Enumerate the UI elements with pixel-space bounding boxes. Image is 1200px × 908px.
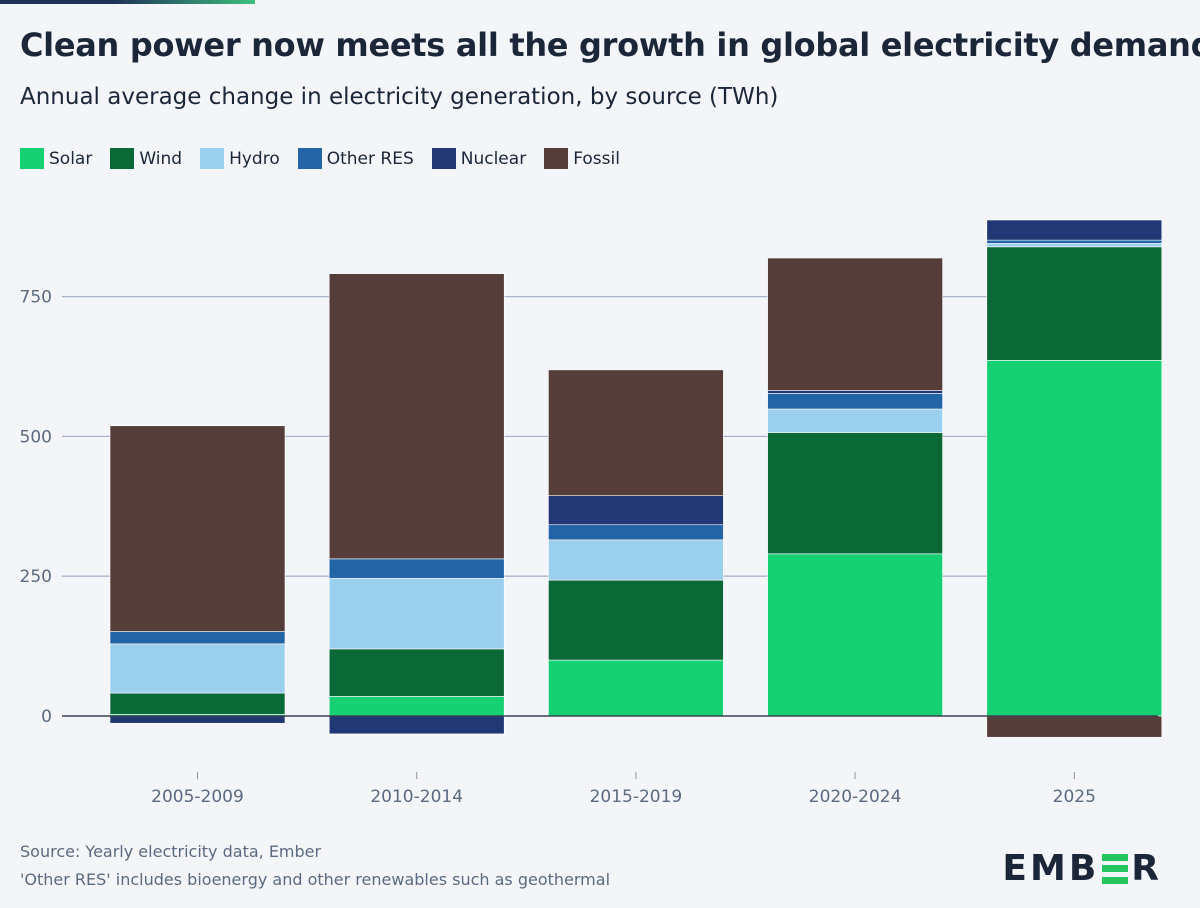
bar-segment-fossil xyxy=(986,715,1163,738)
bar-segment-solar xyxy=(767,553,943,717)
bar-segment-other-res xyxy=(548,524,724,541)
bar-segment-fossil xyxy=(109,425,286,632)
bar-segment-hydro xyxy=(986,243,1163,248)
bar-segment-other-res xyxy=(986,239,1163,244)
footnote: 'Other RES' includes bioenergy and other… xyxy=(20,870,611,889)
y-tick-label: 0 xyxy=(41,707,52,727)
bar-segment-other-res xyxy=(328,558,505,579)
bar-segment-hydro xyxy=(767,408,943,433)
x-tick-label: 2015-2019 xyxy=(590,787,683,807)
bar-segment-solar xyxy=(328,696,505,717)
legend-label: Hydro xyxy=(229,148,280,169)
source-note: Source: Yearly electricity data, Ember xyxy=(20,842,322,861)
bar-segment-nuclear xyxy=(986,219,1163,241)
bar-segment-nuclear xyxy=(328,715,505,735)
legend-swatch xyxy=(200,148,225,169)
legend-item-wind: Wind xyxy=(110,148,182,169)
bar-segment-wind xyxy=(548,579,724,661)
y-tick-label: 500 xyxy=(20,427,52,447)
legend-item-hydro: Hydro xyxy=(200,148,280,169)
legend-swatch xyxy=(544,148,569,169)
bar-segment-solar xyxy=(986,360,1163,717)
legend-item-solar: Solar xyxy=(20,148,92,169)
x-tick-label: 2010-2014 xyxy=(370,787,463,807)
bar-segment-hydro xyxy=(548,539,724,581)
bar-segment-fossil xyxy=(548,369,724,496)
chart-subtitle: Annual average change in electricity gen… xyxy=(20,84,779,110)
legend-label: Wind xyxy=(139,148,183,169)
bar-segment-other-res xyxy=(767,393,943,410)
chart-title: Clean power now meets all the growth in … xyxy=(20,26,1200,64)
bar-segment-wind xyxy=(986,246,1163,361)
legend-item-fossil: Fossil xyxy=(544,148,620,169)
logo-e-mark xyxy=(1102,853,1129,884)
legend-label: Other RES xyxy=(326,148,414,169)
x-tick-label: 2005-2009 xyxy=(151,787,244,807)
legend-swatch xyxy=(20,148,44,169)
chart-legend: Solar Wind Hydro Other RES Nuclear Fossil xyxy=(20,148,638,169)
x-tick-label: 2025 xyxy=(1053,787,1096,807)
stacked-bar-chart: 0 250 500 750 2005-2009 2010-2014 2015-2019 202… xyxy=(20,219,1163,807)
legend-label: Solar xyxy=(49,148,93,169)
footer: Source: Yearly electricity data, Ember '… xyxy=(20,838,610,894)
bar-segment-hydro xyxy=(328,578,505,650)
bar-segment-nuclear xyxy=(767,390,943,394)
ember-logo: EMB R xyxy=(1002,848,1162,889)
top-accent-bar xyxy=(0,0,255,4)
legend-swatch xyxy=(110,148,135,169)
legend-swatch xyxy=(431,148,456,169)
bar-segment-wind xyxy=(109,692,286,715)
legend-label: Fossil xyxy=(573,148,620,169)
bar-segment-fossil xyxy=(767,257,943,391)
y-tick-label: 250 xyxy=(20,567,52,587)
legend-swatch xyxy=(297,148,322,169)
y-tick-label: 750 xyxy=(20,288,52,308)
bar-segment-solar xyxy=(548,659,724,717)
bar-segment-nuclear xyxy=(109,715,286,724)
bar-segment-nuclear xyxy=(548,495,724,526)
x-tick-label: 2020-2024 xyxy=(809,787,902,807)
bar-segment-wind xyxy=(328,648,505,697)
bar-segment-wind xyxy=(767,432,943,555)
bar-segment-hydro xyxy=(109,643,286,694)
bar-segment-other-res xyxy=(109,631,286,645)
bar-segment-fossil xyxy=(328,273,505,560)
legend-label: Nuclear xyxy=(460,148,527,169)
legend-item-nuclear: Nuclear xyxy=(431,148,527,169)
legend-item-other-res: Other RES xyxy=(297,148,414,169)
